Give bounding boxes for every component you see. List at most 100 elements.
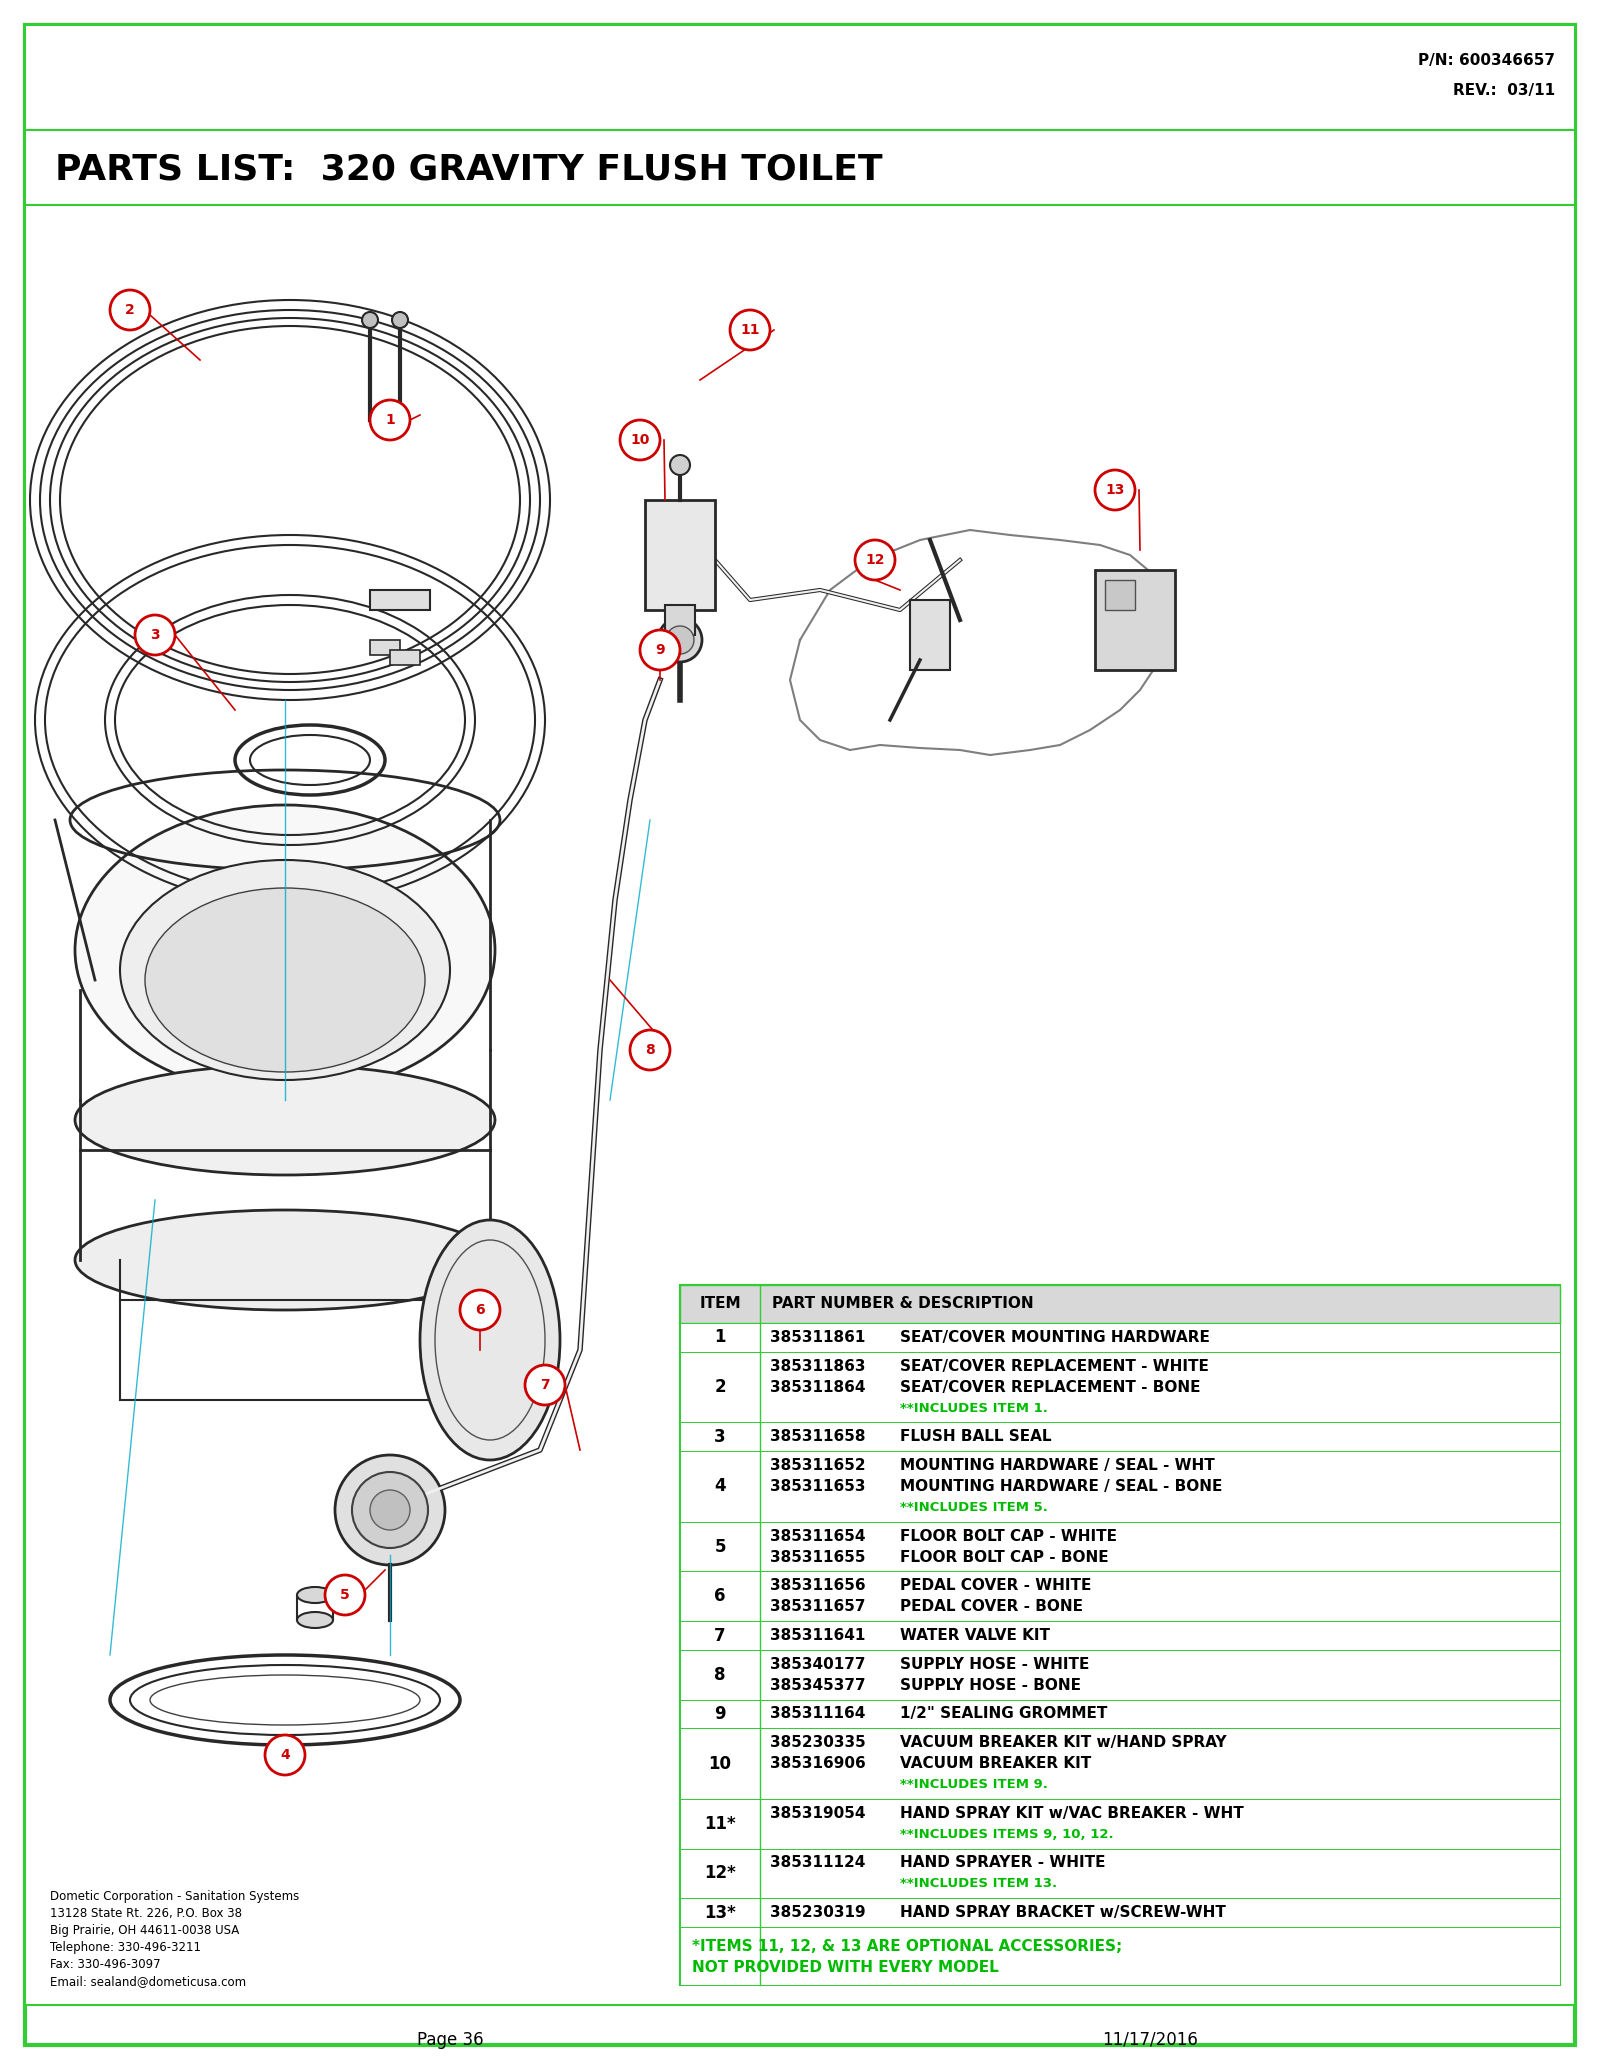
Text: 385311863: 385311863 — [770, 1358, 866, 1374]
Bar — [26, 25, 1574, 130]
Ellipse shape — [419, 1219, 560, 1459]
Text: 7: 7 — [714, 1627, 726, 1644]
Circle shape — [352, 1472, 429, 1548]
Circle shape — [461, 1290, 499, 1331]
Text: Fax: 330-496-3097: Fax: 330-496-3097 — [50, 1958, 160, 1971]
Text: REV.:  03/11: REV.: 03/11 — [1453, 83, 1555, 97]
Text: 1: 1 — [386, 414, 395, 426]
Text: 9: 9 — [714, 1706, 726, 1722]
Text: SUPPLY HOSE - BONE: SUPPLY HOSE - BONE — [899, 1677, 1082, 1693]
Text: 3: 3 — [150, 627, 160, 642]
Bar — [1106, 580, 1134, 611]
Bar — [680, 1650, 1560, 1699]
Text: ITEM: ITEM — [699, 1296, 741, 1312]
Text: Email: sealand@dometicusa.com: Email: sealand@dometicusa.com — [50, 1975, 246, 1987]
Circle shape — [334, 1455, 445, 1565]
Bar — [645, 501, 715, 611]
Text: 5: 5 — [714, 1538, 726, 1557]
Text: 385311654: 385311654 — [770, 1528, 866, 1544]
Text: 1/2" SEALING GROMMET: 1/2" SEALING GROMMET — [899, 1706, 1107, 1722]
Text: 385311656: 385311656 — [770, 1577, 866, 1594]
Text: 385311124: 385311124 — [770, 1855, 866, 1871]
Text: 13128 State Rt. 226, P.O. Box 38: 13128 State Rt. 226, P.O. Box 38 — [50, 1906, 242, 1921]
Text: 2: 2 — [714, 1379, 726, 1395]
Text: SEAT/COVER REPLACEMENT - BONE: SEAT/COVER REPLACEMENT - BONE — [899, 1379, 1200, 1395]
Text: 8: 8 — [714, 1666, 726, 1683]
Text: **INCLUDES ITEMS 9, 10, 12.: **INCLUDES ITEMS 9, 10, 12. — [899, 1828, 1114, 1840]
Text: FLOOR BOLT CAP - BONE: FLOOR BOLT CAP - BONE — [899, 1550, 1109, 1565]
Text: 12: 12 — [866, 553, 885, 567]
Circle shape — [134, 615, 174, 654]
Ellipse shape — [75, 805, 494, 1095]
Text: HAND SPRAY KIT w/VAC BREAKER - WHT: HAND SPRAY KIT w/VAC BREAKER - WHT — [899, 1805, 1243, 1822]
Text: 385311655: 385311655 — [770, 1550, 866, 1565]
Text: FLOOR BOLT CAP - WHITE: FLOOR BOLT CAP - WHITE — [899, 1528, 1117, 1544]
Bar — [680, 1799, 1560, 1849]
Text: 13: 13 — [1106, 482, 1125, 497]
Text: P/N: 600346657: P/N: 600346657 — [1418, 52, 1555, 68]
Circle shape — [666, 625, 694, 654]
Text: Dometic Corporation - Sanitation Systems: Dometic Corporation - Sanitation Systems — [50, 1890, 299, 1902]
Text: 6: 6 — [714, 1588, 726, 1606]
Ellipse shape — [75, 1064, 494, 1176]
Ellipse shape — [75, 1211, 494, 1310]
Text: 6: 6 — [475, 1302, 485, 1317]
Ellipse shape — [298, 1613, 333, 1627]
Text: HAND SPRAY BRACKET w/SCREW-WHT: HAND SPRAY BRACKET w/SCREW-WHT — [899, 1904, 1226, 1921]
Text: **INCLUDES ITEM 13.: **INCLUDES ITEM 13. — [899, 1877, 1058, 1890]
Bar — [680, 1621, 1560, 1650]
Circle shape — [670, 455, 690, 474]
Circle shape — [640, 629, 680, 671]
Bar — [390, 650, 419, 664]
Text: 385311864: 385311864 — [770, 1379, 866, 1395]
Text: 4: 4 — [714, 1478, 726, 1495]
Bar — [680, 1849, 1560, 1898]
Text: PEDAL COVER - BONE: PEDAL COVER - BONE — [899, 1600, 1083, 1615]
Bar — [370, 590, 430, 611]
Bar — [680, 1728, 1560, 1799]
Bar — [680, 1285, 1560, 1323]
Text: **INCLUDES ITEM 9.: **INCLUDES ITEM 9. — [899, 1778, 1048, 1791]
Text: VACUUM BREAKER KIT: VACUUM BREAKER KIT — [899, 1755, 1091, 1772]
Text: NOT PROVIDED WITH EVERY MODEL: NOT PROVIDED WITH EVERY MODEL — [691, 1960, 998, 1975]
Ellipse shape — [146, 888, 426, 1072]
Circle shape — [110, 290, 150, 329]
Text: 385311164: 385311164 — [770, 1706, 866, 1722]
Text: **INCLUDES ITEM 1.: **INCLUDES ITEM 1. — [899, 1401, 1048, 1414]
Circle shape — [370, 1490, 410, 1530]
Text: 11*: 11* — [704, 1815, 736, 1832]
Circle shape — [730, 310, 770, 350]
Text: 385311641: 385311641 — [770, 1627, 866, 1644]
Bar — [910, 600, 950, 671]
Text: 2: 2 — [125, 302, 134, 317]
Bar — [680, 1898, 1560, 1927]
Bar — [666, 604, 694, 635]
Text: 13*: 13* — [704, 1904, 736, 1921]
Text: SEAT/COVER REPLACEMENT - WHITE: SEAT/COVER REPLACEMENT - WHITE — [899, 1358, 1210, 1374]
Text: 8: 8 — [645, 1043, 654, 1058]
Bar — [26, 205, 1574, 2006]
Text: 10: 10 — [709, 1755, 731, 1772]
Bar — [370, 640, 400, 654]
Circle shape — [854, 540, 894, 580]
Bar — [680, 1571, 1560, 1621]
Text: 385311652: 385311652 — [770, 1457, 866, 1474]
Bar — [26, 130, 1574, 205]
Circle shape — [362, 313, 378, 327]
Circle shape — [1094, 470, 1134, 509]
Circle shape — [370, 400, 410, 441]
Text: 385316906: 385316906 — [770, 1755, 866, 1772]
Text: FLUSH BALL SEAL: FLUSH BALL SEAL — [899, 1428, 1051, 1445]
Ellipse shape — [298, 1588, 333, 1602]
Text: 12*: 12* — [704, 1865, 736, 1882]
Text: PEDAL COVER - WHITE: PEDAL COVER - WHITE — [899, 1577, 1091, 1594]
Bar — [680, 1521, 1560, 1571]
Circle shape — [630, 1031, 670, 1070]
Bar — [680, 1285, 1560, 1985]
Text: 7: 7 — [541, 1379, 550, 1391]
Text: **INCLUDES ITEM 5.: **INCLUDES ITEM 5. — [899, 1501, 1048, 1513]
Text: *ITEMS 11, 12, & 13 ARE OPTIONAL ACCESSORIES;: *ITEMS 11, 12, & 13 ARE OPTIONAL ACCESSO… — [691, 1940, 1122, 1954]
Circle shape — [325, 1575, 365, 1615]
Text: Page 36: Page 36 — [416, 2031, 483, 2049]
Circle shape — [266, 1735, 306, 1774]
